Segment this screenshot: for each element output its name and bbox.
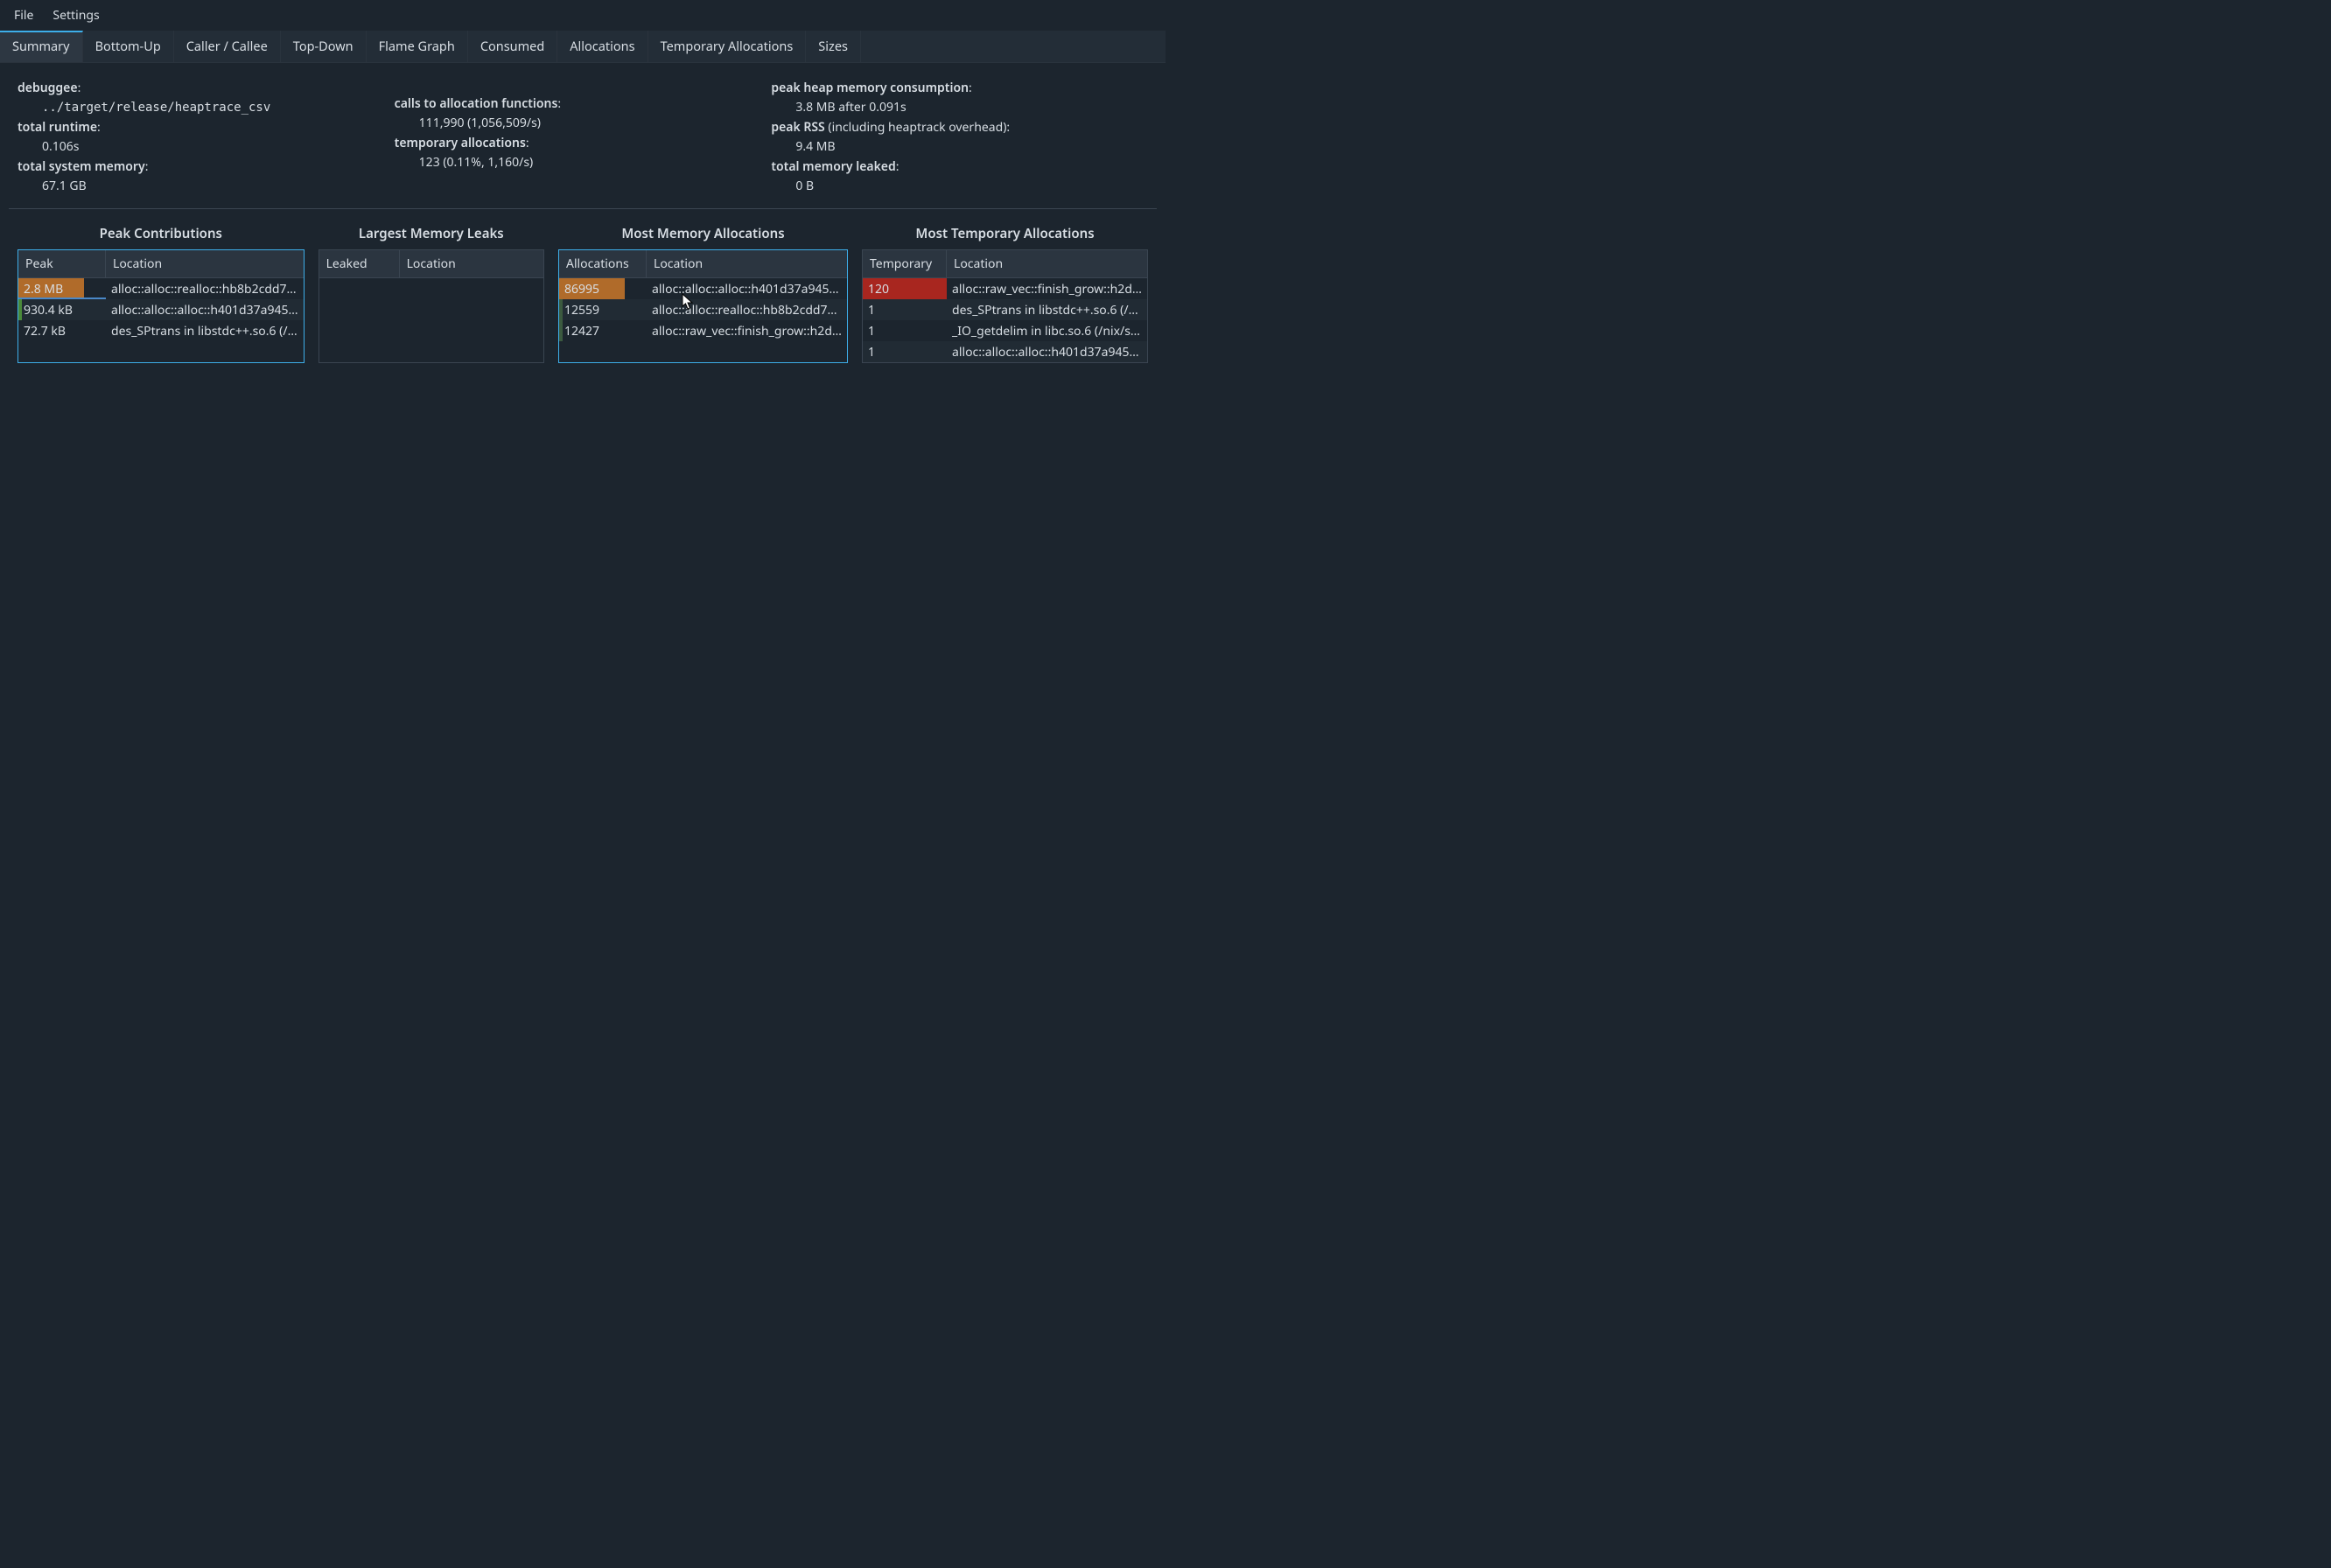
pane-table[interactable]: PeakLocation2.8 MBalloc::alloc::realloc:…: [18, 249, 304, 363]
value-cell: 930.4 kB: [18, 299, 106, 320]
temp-label: temporary allocations: [395, 135, 526, 151]
table-row[interactable]: 2.8 MBalloc::alloc::realloc::hb8b2cdd7…: [18, 278, 304, 299]
pane-title: Largest Memory Leaks: [318, 221, 544, 249]
tab-flame-graph[interactable]: Flame Graph: [367, 31, 468, 62]
pane-peak: Peak ContributionsPeakLocation2.8 MBallo…: [18, 221, 304, 363]
value-cell: 12427: [559, 320, 647, 341]
location-cell: _IO_getdelim in libc.so.6 (/nix/s…: [947, 320, 1147, 341]
table-row[interactable]: 930.4 kBalloc::alloc::alloc::h401d37a945…: [18, 299, 304, 320]
value-cell: 1: [863, 299, 947, 320]
table-row[interactable]: 1alloc::alloc::alloc::h401d37a945…: [863, 341, 1147, 362]
value-cell: 12559: [559, 299, 647, 320]
tab-allocations[interactable]: Allocations: [557, 31, 648, 62]
table-row[interactable]: 72.7 kBdes_SPtrans in libstdc++.so.6 (/…: [18, 320, 304, 341]
tab-temporary-allocations[interactable]: Temporary Allocations: [648, 31, 807, 62]
column-header[interactable]: Location: [400, 250, 543, 278]
table-row[interactable]: 1des_SPtrans in libstdc++.so.6 (/…: [863, 299, 1147, 320]
runtime-value: 0.106s: [18, 137, 395, 157]
table-row[interactable]: 12427alloc::raw_vec::finish_grow::h2d…: [559, 320, 847, 341]
value-cell: 1: [863, 341, 947, 362]
menubar: File Settings: [0, 0, 1166, 31]
debuggee-label: debuggee: [18, 80, 78, 96]
menu-settings[interactable]: Settings: [44, 4, 108, 27]
column-header[interactable]: Location: [647, 250, 847, 278]
location-cell: alloc::raw_vec::finish_grow::h2d…: [647, 320, 847, 341]
panes-row: Peak ContributionsPeakLocation2.8 MBallo…: [0, 209, 1166, 381]
summary-stats: debuggee: ../target/release/heaptrace_cs…: [9, 63, 1157, 209]
column-header[interactable]: Temporary: [863, 250, 947, 278]
pane-title: Most Temporary Allocations: [862, 221, 1148, 249]
pane-allocs: Most Memory AllocationsAllocationsLocati…: [558, 221, 848, 363]
peakheap-value: 3.8 MB after 0.091s: [771, 98, 1148, 117]
runtime-label: total runtime: [18, 119, 97, 136]
tab-consumed[interactable]: Consumed: [468, 31, 557, 62]
debuggee-value: ../target/release/heaptrace_csv: [18, 98, 395, 117]
sysmem-value: 67.1 GB: [18, 177, 395, 196]
menu-file[interactable]: File: [5, 4, 42, 27]
table-row[interactable]: 120alloc::raw_vec::finish_grow::h2d…: [863, 278, 1147, 299]
value-cell: 1: [863, 320, 947, 341]
location-cell: des_SPtrans in libstdc++.so.6 (/…: [947, 299, 1147, 320]
location-cell: alloc::raw_vec::finish_grow::h2d…: [947, 278, 1147, 299]
calls-value: 111,990 (1,056,509/s): [395, 114, 772, 133]
sysmem-label: total system memory: [18, 158, 145, 175]
value-cell: 72.7 kB: [18, 320, 106, 341]
table-row[interactable]: 1_IO_getdelim in libc.so.6 (/nix/s…: [863, 320, 1147, 341]
column-header[interactable]: Allocations: [559, 250, 647, 278]
peakrss-value: 9.4 MB: [771, 137, 1148, 157]
value-cell: 2.8 MB: [18, 278, 106, 299]
pane-table[interactable]: AllocationsLocation86995alloc::alloc::al…: [558, 249, 848, 363]
location-cell: alloc::alloc::realloc::hb8b2cdd7…: [106, 278, 304, 299]
value-cell: 86995: [559, 278, 647, 299]
location-cell: des_SPtrans in libstdc++.so.6 (/…: [106, 320, 304, 341]
column-header[interactable]: Location: [947, 250, 1147, 278]
calls-label: calls to allocation functions: [395, 95, 558, 112]
peakheap-label: peak heap memory consumption: [771, 80, 969, 96]
column-header[interactable]: Peak: [18, 250, 106, 278]
value-cell: 120: [863, 278, 947, 299]
pane-table[interactable]: LeakedLocation: [318, 249, 544, 363]
pane-table[interactable]: TemporaryLocation120alloc::raw_vec::fini…: [862, 249, 1148, 363]
location-cell: alloc::alloc::realloc::hb8b2cdd7…: [647, 299, 847, 320]
table-row[interactable]: 86995alloc::alloc::alloc::h401d37a945…: [559, 278, 847, 299]
pane-title: Peak Contributions: [18, 221, 304, 249]
leaked-label: total memory leaked: [771, 158, 895, 175]
tabbar: SummaryBottom-UpCaller / CalleeTop-DownF…: [0, 31, 1166, 63]
pane-title: Most Memory Allocations: [558, 221, 848, 249]
tab-summary[interactable]: Summary: [0, 31, 83, 62]
tab-caller-callee[interactable]: Caller / Callee: [174, 31, 281, 62]
tab-sizes[interactable]: Sizes: [806, 31, 861, 62]
column-header[interactable]: Leaked: [319, 250, 400, 278]
tab-top-down[interactable]: Top-Down: [281, 31, 367, 62]
leaked-value: 0 B: [771, 177, 1148, 196]
tab-bottom-up[interactable]: Bottom-Up: [83, 31, 174, 62]
temp-value: 123 (0.11%, 1,160/s): [395, 153, 772, 172]
peakrss-suffix: (including heaptrack overhead):: [825, 119, 1010, 136]
pane-temp: Most Temporary AllocationsTemporaryLocat…: [862, 221, 1148, 363]
location-cell: alloc::alloc::alloc::h401d37a945…: [647, 278, 847, 299]
table-row[interactable]: 12559alloc::alloc::realloc::hb8b2cdd7…: [559, 299, 847, 320]
peakrss-label: peak RSS: [771, 119, 824, 136]
location-cell: alloc::alloc::alloc::h401d37a945…: [947, 341, 1147, 362]
column-header[interactable]: Location: [106, 250, 304, 278]
location-cell: alloc::alloc::alloc::h401d37a945…: [106, 299, 304, 320]
pane-leaks: Largest Memory LeaksLeakedLocation: [318, 221, 544, 363]
